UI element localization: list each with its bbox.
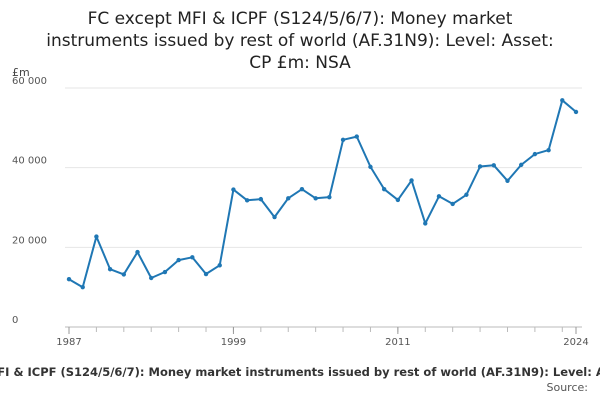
data-point[interactable] [381,186,387,192]
chart-footer-caption: FC except MFI & ICPF (S124/5/6/7): Money… [0,365,600,379]
data-point[interactable] [423,221,428,226]
data-point[interactable] [231,187,236,192]
chart-title-line-3: CP £m: NSA [249,53,351,73]
data-point[interactable] [286,196,291,201]
data-point[interactable] [477,164,483,169]
data-point[interactable] [450,201,455,207]
y-tick-label: 0 [12,315,18,326]
chart-title-line-2: instruments issued by rest of world (AF.… [46,31,554,51]
x-tick-label: 2011 [385,337,410,348]
data-point[interactable] [66,277,72,282]
chart-title: FC except MFI & ICPF (S124/5/6/7): Money… [0,8,600,74]
data-point[interactable] [258,196,264,202]
chart-footer-text: FC except MFI & ICPF (S124/5/6/7): Money… [0,365,600,379]
data-point[interactable] [94,234,99,239]
series-line [68,99,577,289]
data-point[interactable] [244,198,250,203]
data-point[interactable] [313,196,318,201]
data-point[interactable] [409,178,414,183]
x-tick-label: 1987 [56,337,81,348]
data-point[interactable] [354,134,359,139]
source-label: Source: [546,381,589,394]
y-tick-label: 60 000 [12,76,47,87]
data-point[interactable] [80,284,85,290]
data-point[interactable] [203,271,209,277]
data-point[interactable] [162,269,168,275]
data-point[interactable] [340,137,346,142]
data-point[interactable] [395,197,401,203]
data-point[interactable] [532,151,538,157]
data-point[interactable] [299,186,305,192]
data-point[interactable] [327,194,332,200]
data-point[interactable] [368,164,373,170]
data-point[interactable] [560,98,565,103]
data-point[interactable] [436,194,442,199]
y-tick-label: 20 000 [12,235,47,246]
data-point[interactable] [121,272,127,277]
data-point[interactable] [505,178,510,184]
data-point[interactable] [464,192,469,197]
data-point[interactable] [546,147,551,153]
data-point[interactable] [518,162,524,168]
data-point[interactable] [135,249,140,255]
x-tick-label: 1999 [221,337,246,348]
y-axis-unit-label: £m [12,66,30,79]
data-point[interactable] [272,214,277,220]
x-tick-label: 2024 [563,337,588,348]
data-point[interactable] [217,263,222,268]
data-point[interactable] [149,275,154,281]
data-point[interactable] [107,267,113,272]
y-tick-label: 40 000 [12,156,47,167]
chart-title-line-1: FC except MFI & ICPF (S124/5/6/7): Money… [87,9,513,29]
data-point[interactable] [176,257,181,263]
data-point[interactable] [491,163,496,168]
data-point[interactable] [573,109,579,115]
data-point[interactable] [190,255,195,260]
